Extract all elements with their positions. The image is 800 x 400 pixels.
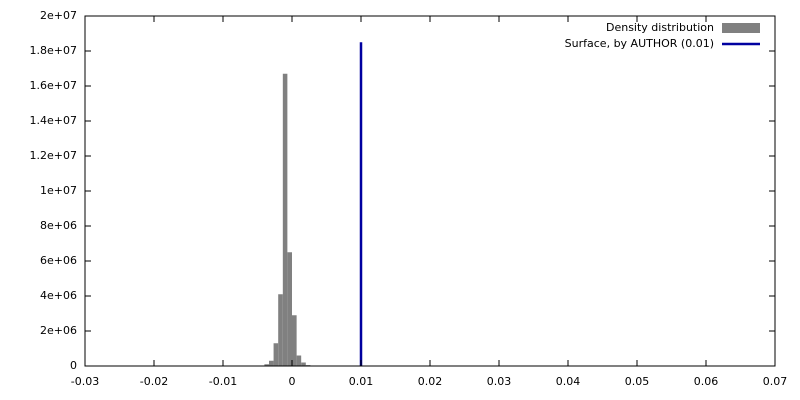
- histogram-bar: [287, 252, 292, 366]
- y-tick-label: 6e+06: [40, 254, 77, 267]
- legend-label: Density distribution: [606, 21, 714, 34]
- y-tick-label: 4e+06: [40, 289, 77, 302]
- histogram-bar: [269, 360, 274, 366]
- y-tick-label: 1e+07: [40, 184, 77, 197]
- y-tick-label: 1.8e+07: [30, 44, 77, 57]
- histogram-bar: [273, 343, 279, 366]
- y-tick-label: 1.6e+07: [30, 79, 77, 92]
- x-tick-label: -0.03: [71, 375, 99, 388]
- x-tick-label: 0.02: [418, 375, 443, 388]
- y-tick-label: 2e+06: [40, 324, 77, 337]
- legend-swatch: [722, 23, 760, 33]
- y-tick-label: 1.4e+07: [30, 114, 77, 127]
- histogram-bar: [282, 73, 288, 366]
- histogram-bar: [292, 315, 297, 366]
- x-tick-label: -0.01: [209, 375, 237, 388]
- legend-label: Surface, by AUTHOR (0.01): [565, 37, 714, 50]
- y-tick-label: 8e+06: [40, 219, 77, 232]
- x-tick-label: 0.03: [487, 375, 512, 388]
- x-tick-label: 0.04: [556, 375, 581, 388]
- x-tick-label: 0.06: [694, 375, 719, 388]
- histogram-bar: [278, 294, 283, 366]
- y-tick-label: 0: [70, 359, 77, 372]
- x-tick-label: -0.02: [140, 375, 168, 388]
- x-tick-label: 0: [289, 375, 296, 388]
- x-tick-label: 0.05: [625, 375, 650, 388]
- histogram-bar: [296, 355, 302, 366]
- x-tick-label: 0.07: [763, 375, 788, 388]
- y-tick-label: 2e+07: [40, 9, 77, 22]
- y-tick-label: 1.2e+07: [30, 149, 77, 162]
- histogram-bar: [301, 362, 306, 366]
- histogram-bar: [264, 364, 270, 366]
- x-tick-label: 0.01: [349, 375, 374, 388]
